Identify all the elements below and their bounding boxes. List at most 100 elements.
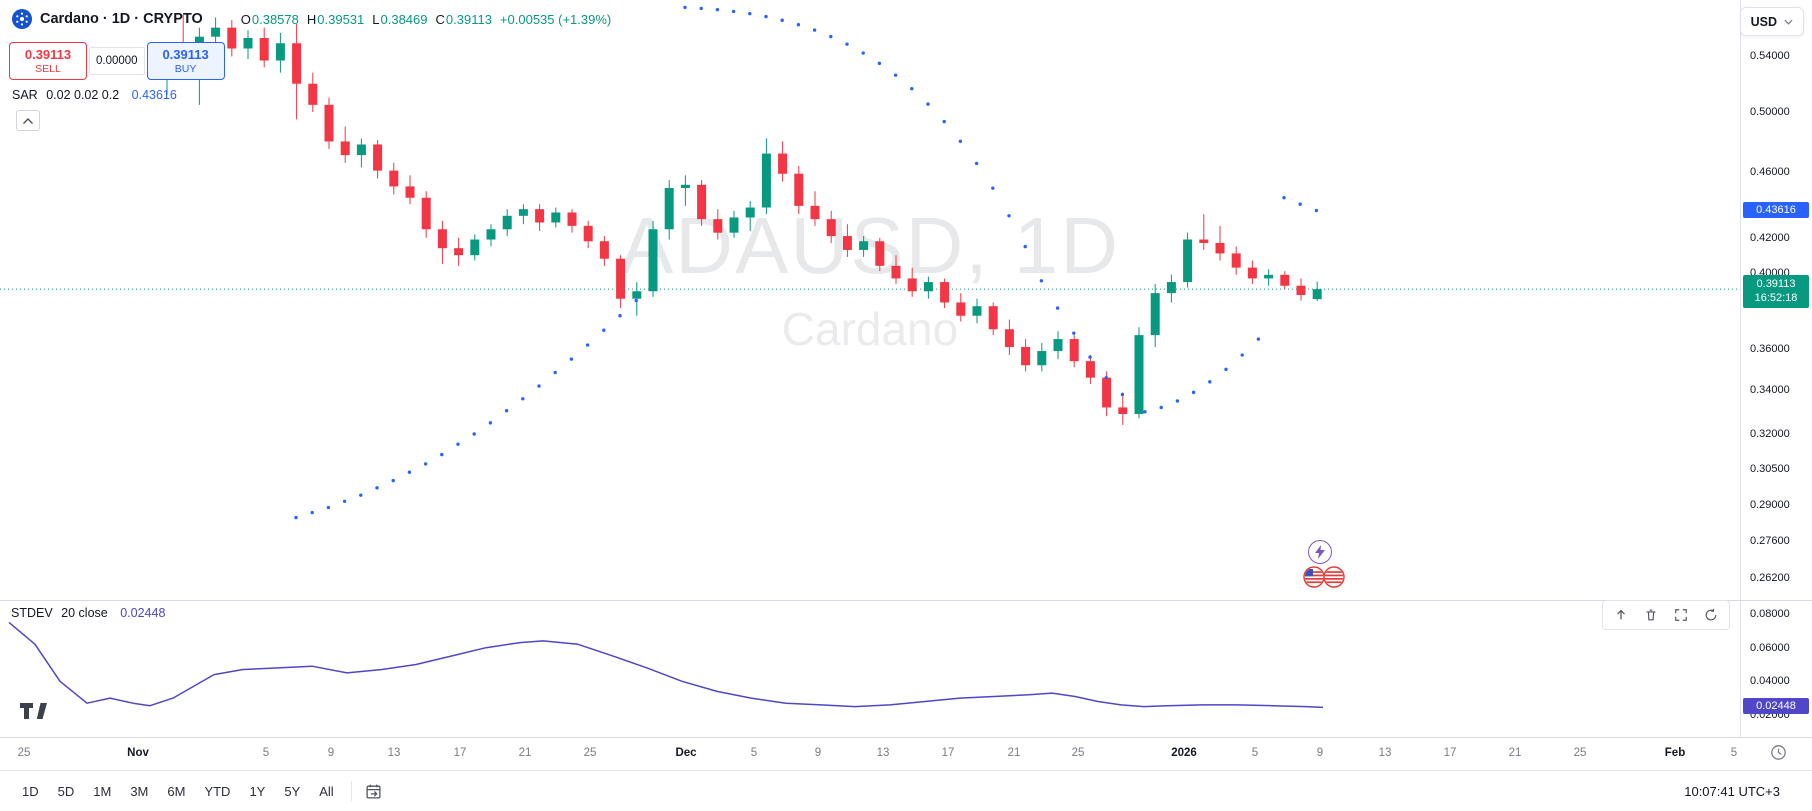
candle-series [162,14,1322,426]
pane-separator[interactable] [0,600,1812,601]
go-to-date-button[interactable] [362,780,385,803]
sell-price: 0.39113 [24,46,72,62]
price-scale[interactable]: 0.43616 0.39113 16:52:18 0.02448 0.54000… [1740,0,1812,738]
clock-timezone-icon[interactable] [1770,744,1787,761]
time-axis-label: 5 [262,747,270,759]
range-button-ytd[interactable]: YTD [204,783,231,799]
time-axis[interactable]: 25 Nov 5 9 13 17 21 25 Dec 5 9 13 17 21 25 2026 5 9 13 17 21… [0,738,1740,770]
sar-dots [294,5,1319,520]
bottom-toolbar: 1D 5D 1M 3M 6M YTD 1Y 5Y All 10:07:41 UT… [0,770,1812,811]
price-axis-label: 0.32000 [1750,428,1790,440]
move-pane-up-button[interactable] [1606,603,1636,627]
time-axis-label: 25 [1573,747,1587,759]
time-axis-label: 2026 [1171,747,1197,759]
ohlc-close-value: 0.39113 [445,11,492,27]
us-flag-event-icon [1303,566,1325,588]
buy-button[interactable]: 0.39113 BUY [146,42,225,80]
currency-dropdown[interactable]: USD [1739,7,1804,36]
price-axis-label: 0.27600 [1750,535,1790,547]
time-axis-label: 25 [17,747,31,759]
time-axis-label: 21 [1007,747,1021,759]
last-price-value: 0.39113 [1756,278,1796,290]
price-axis-label: 0.50000 [1750,106,1790,118]
restore-pane-button[interactable] [1696,603,1726,627]
maximize-icon [1675,609,1687,621]
time-axis-label: 25 [583,747,597,759]
range-button-1d[interactable]: 1D [22,783,39,799]
trash-icon [1646,609,1656,621]
toolbar-divider [350,781,352,801]
sell-label: SELL [35,62,61,75]
event-spark-icon[interactable] [1308,540,1332,564]
trade-panel: 0.39113 SELL 0.00000 0.39113 BUY [9,42,225,80]
sell-button[interactable]: 0.39113 SELL [9,42,87,80]
ohlc-close-label: C [435,11,445,27]
time-axis-label: 21 [1508,747,1522,759]
range-button-3m[interactable]: 3M [130,783,149,799]
buy-price: 0.39113 [162,46,209,62]
stdev-params: 20 close [61,606,108,620]
pane-controls [1602,600,1730,630]
time-axis-label: 13 [1378,747,1392,759]
range-button-1y[interactable]: 1Y [249,783,266,799]
legend-collapse-button[interactable] [16,110,40,131]
clock-display[interactable]: 10:07:41 UTC+3 [1684,783,1780,799]
ohlc-high-value: 0.39531 [317,11,365,27]
price-axis-label: 0.29000 [1750,499,1790,511]
ohlc-open-value: 0.38578 [251,11,299,27]
time-axis-separator [0,737,1812,738]
sar-value: 0.43616 [131,88,177,102]
symbol-legend: Cardano · 1D · CRYPTO O 0.38578 H 0.39531 … [12,9,611,29]
time-axis-label: Feb [1664,747,1686,759]
refresh-icon [1705,608,1717,621]
ohlc-low-label: L [372,11,380,27]
symbol-title[interactable]: Cardano · 1D · CRYPTO [40,11,203,27]
time-axis-label: 17 [1443,747,1457,759]
chevron-down-icon [1784,19,1793,25]
time-axis-label: 13 [387,747,401,759]
cardano-logo-icon [12,9,32,29]
tradingview-logo-icon [20,703,47,719]
sar-indicator-legend[interactable]: SAR 0.02 0.02 0.2 0.43616 [12,88,177,102]
last-price-badge: 0.39113 16:52:18 [1743,275,1809,308]
price-axis-label: 0.08000 [1750,608,1790,620]
time-axis-label: 17 [453,747,467,759]
price-axis-label: 0.04000 [1750,675,1790,687]
range-button-5d[interactable]: 5D [57,783,75,799]
time-axis-label: Nov [127,747,149,759]
range-button-all[interactable]: All [319,783,334,799]
time-axis-label: 5 [1730,747,1738,759]
ohlc-values: O 0.38578 H 0.39531 L 0.38469 C 0.39113 +0.0… [233,12,611,27]
price-axis-label: 0.30500 [1750,463,1790,475]
spread-value: 0.00000 [89,47,145,75]
sar-name: SAR [12,88,38,102]
range-button-5y[interactable]: 5Y [284,783,301,799]
price-axis-label: 0.42000 [1750,232,1790,244]
stdev-indicator-legend[interactable]: STDEV 20 close 0.02448 [11,606,165,620]
tradingview-logo[interactable] [20,703,48,725]
stdev-value-badge: 0.02448 [1743,698,1809,714]
arrow-up-icon [1617,609,1625,620]
bar-countdown: 16:52:18 [1754,292,1798,305]
time-axis-label: Dec [675,747,697,759]
stdev-value: 0.02448 [120,606,166,620]
time-axis-label: 17 [941,747,955,759]
time-axis-label: 25 [1071,747,1085,759]
range-button-1m[interactable]: 1M [93,783,112,799]
price-axis-label: 0.46000 [1750,166,1790,178]
ohlc-change: +0.00535 (+1.39%) [499,11,612,27]
maximize-pane-button[interactable] [1666,603,1696,627]
sar-price-badge: 0.43616 [1743,202,1809,218]
price-axis-label: 0.54000 [1750,50,1790,62]
stdev-line [8,621,1324,709]
flag-event-icon [1323,566,1345,588]
event-flags-group[interactable] [1303,566,1345,588]
time-axis-corner[interactable] [1740,738,1812,770]
delete-pane-button[interactable] [1636,603,1666,627]
price-axis-label: 0.26200 [1750,572,1790,584]
currency-label: USD [1750,14,1777,29]
ohlc-open-label: O [240,11,251,27]
range-button-6m[interactable]: 6M [167,783,186,799]
